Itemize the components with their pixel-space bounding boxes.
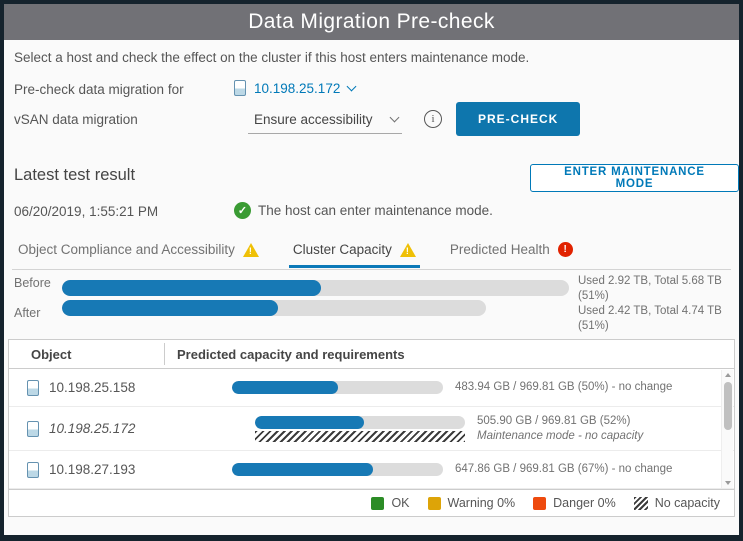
- danger-icon: !: [557, 242, 573, 257]
- tab-bar: Object Compliance and Accessibility Clus…: [14, 242, 577, 268]
- warning-icon: [242, 242, 259, 257]
- dialog-titlebar: Data Migration Pre-check: [4, 4, 739, 40]
- capacity-summary: Used 2.92 TB, Total 5.68 TB (51%) Used 2…: [578, 274, 736, 334]
- table-row[interactable]: 10.198.25.172 505.90 GB / 969.81 GB (52%…: [9, 407, 734, 451]
- tab-label: Object Compliance and Accessibility: [18, 242, 235, 257]
- scroll-up-icon[interactable]: [725, 373, 731, 377]
- warning-icon: [399, 242, 416, 257]
- chevron-down-icon: [389, 112, 400, 123]
- before-capacity-bar: [62, 280, 569, 296]
- latest-test-result-heading: Latest test result: [14, 166, 136, 184]
- host-selector-value: 10.198.25.172: [254, 80, 341, 96]
- host-name: 10.198.25.158: [49, 380, 136, 395]
- capacity-legend: OK Warning 0% Danger 0% No capacity: [9, 489, 734, 516]
- after-capacity-percent: (51%): [578, 319, 609, 332]
- capacity-bar: [232, 381, 443, 394]
- capacity-fill: [255, 415, 365, 429]
- no-capacity-hatch-icon: [633, 496, 648, 510]
- scroll-down-icon[interactable]: [725, 481, 731, 485]
- table-header: Object Predicted capacity and requiremen…: [9, 340, 734, 369]
- danger-swatch: [533, 496, 547, 510]
- intro-text: Select a host and check the effect on th…: [14, 50, 530, 65]
- tab-object-compliance[interactable]: Object Compliance and Accessibility: [14, 242, 263, 267]
- capacity-table: Object Predicted capacity and requiremen…: [8, 339, 735, 517]
- enter-maintenance-mode-button[interactable]: ENTER MAINTENANCE MODE: [530, 164, 739, 192]
- tab-label: Predicted Health: [449, 242, 550, 257]
- table-body: 10.198.25.158 483.94 GB / 969.81 GB (50%…: [9, 369, 734, 489]
- warning-swatch: [427, 496, 441, 510]
- migration-mode-value: Ensure accessibility: [254, 112, 373, 127]
- chevron-down-icon: [346, 81, 357, 91]
- legend-item-warning: Warning 0%: [427, 496, 516, 510]
- info-icon[interactable]: i: [424, 110, 442, 128]
- migration-row-label: vSAN data migration: [14, 112, 138, 127]
- column-header-object: Object: [31, 346, 72, 362]
- host-name: 10.198.25.172: [49, 421, 136, 436]
- host-icon: [27, 420, 39, 437]
- precheck-button[interactable]: PRE-CHECK: [456, 102, 581, 136]
- before-capacity-fill: [62, 280, 321, 296]
- after-capacity-bar: [62, 300, 486, 316]
- table-row[interactable]: 10.198.27.193 647.86 GB / 969.81 GB (67%…: [9, 451, 734, 489]
- before-capacity-percent: (51%): [578, 289, 609, 302]
- success-check-icon: ✓: [234, 202, 251, 219]
- host-icon: [27, 379, 39, 396]
- migration-mode-select[interactable]: Ensure accessibility: [248, 110, 402, 134]
- ok-swatch: [371, 496, 385, 510]
- host-name: 10.198.27.193: [49, 462, 136, 477]
- legend-item-danger: Danger 0%: [533, 496, 616, 510]
- host-selector[interactable]: 10.198.25.172: [234, 80, 357, 96]
- after-capacity-text: Used 2.42 TB, Total 4.74 TB: [578, 304, 722, 317]
- host-row-label: Pre-check data migration for: [14, 82, 184, 97]
- legend-label: No capacity: [654, 496, 720, 510]
- tab-cluster-capacity[interactable]: Cluster Capacity: [288, 242, 420, 268]
- legend-label: Danger 0%: [553, 496, 616, 510]
- tab-label: Cluster Capacity: [292, 242, 392, 257]
- before-capacity-text: Used 2.92 TB, Total 5.68 TB: [578, 275, 722, 287]
- capacity-value: 647.86 GB / 969.81 GB (67%) - no change: [455, 463, 673, 476]
- after-label: After: [14, 306, 41, 320]
- capacity-fill: [232, 381, 338, 394]
- scrollbar-thumb[interactable]: [724, 382, 732, 430]
- host-icon: [234, 80, 246, 96]
- capacity-value: 505.90 GB / 969.81 GB (52%): [477, 414, 631, 427]
- result-message-text: The host can enter maintenance mode.: [258, 203, 493, 218]
- before-label: Before: [14, 276, 51, 290]
- legend-label: Warning 0%: [447, 496, 516, 510]
- dialog-title: Data Migration Pre-check: [248, 10, 495, 33]
- column-header-capacity: Predicted capacity and requirements: [164, 343, 734, 365]
- no-capacity-hatch-bar: [255, 430, 465, 442]
- test-timestamp: 06/20/2019, 1:55:21 PM: [14, 204, 159, 219]
- result-message: ✓ The host can enter maintenance mode.: [234, 202, 493, 219]
- legend-label: OK: [391, 496, 410, 510]
- table-row[interactable]: 10.198.25.158 483.94 GB / 969.81 GB (50%…: [9, 369, 734, 407]
- capacity-subtext: Maintenance mode - no capacity: [477, 429, 644, 442]
- tab-separator: [12, 269, 731, 270]
- after-capacity-fill: [62, 300, 279, 316]
- legend-item-no-capacity: No capacity: [633, 496, 720, 510]
- tab-predicted-health[interactable]: Predicted Health !: [446, 242, 577, 267]
- capacity-fill: [232, 463, 374, 476]
- table-scrollbar[interactable]: [721, 370, 733, 488]
- capacity-value: 483.94 GB / 969.81 GB (50%) - no change: [455, 381, 673, 394]
- capacity-bar: [232, 463, 443, 476]
- legend-item-ok: OK: [371, 496, 410, 510]
- capacity-bar: [255, 415, 465, 429]
- host-icon: [27, 461, 39, 478]
